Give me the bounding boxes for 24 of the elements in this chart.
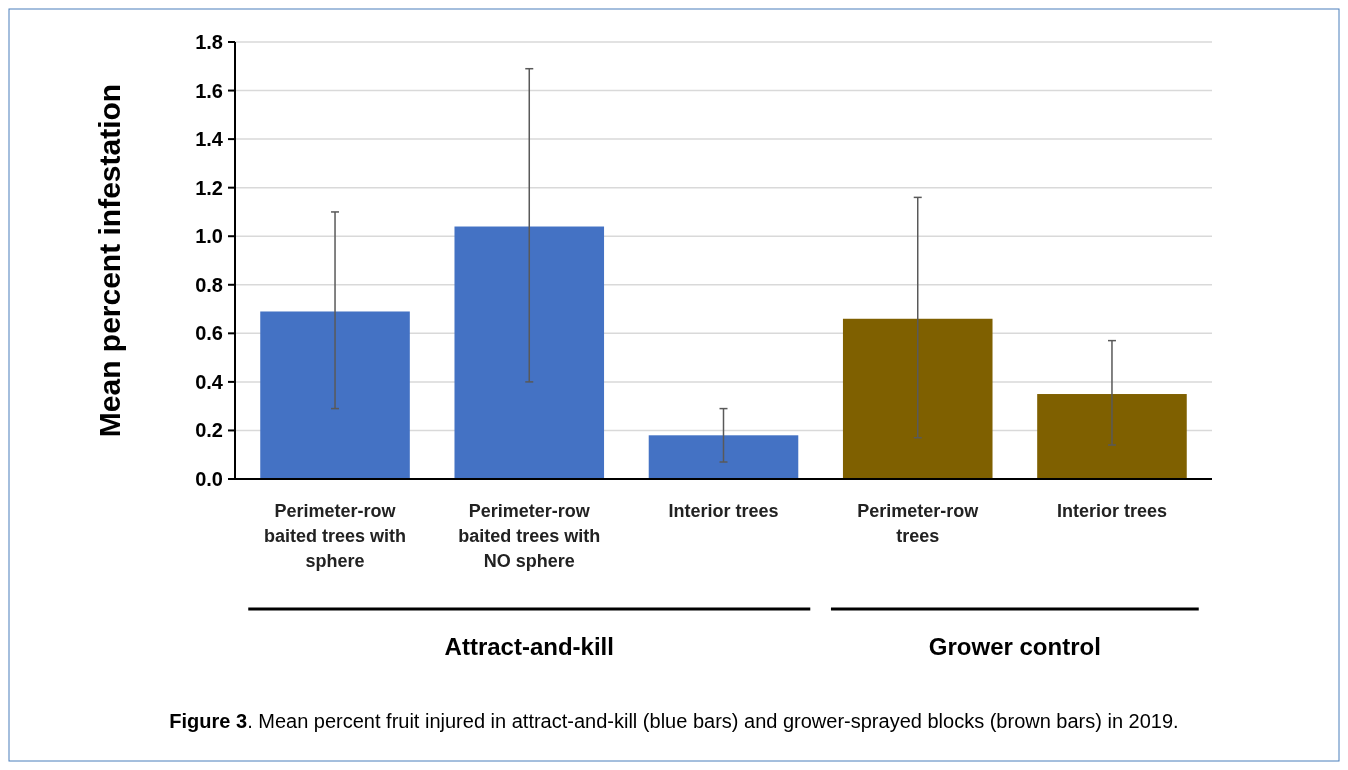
y-tick-label: 1.8 xyxy=(195,31,223,53)
y-tick-label: 1.2 xyxy=(195,176,223,199)
y-axis-title: Mean percent infestation xyxy=(93,83,126,438)
text: Grower control xyxy=(928,633,1101,660)
y-tick-label: 1.0 xyxy=(195,225,223,248)
y-tick-label: 0.6 xyxy=(195,322,223,345)
y-tick-label: 0.2 xyxy=(195,419,223,442)
text: Attract-and-kill xyxy=(444,633,614,660)
bar xyxy=(1037,394,1187,479)
x-tick-label: Perimeter-row trees xyxy=(857,501,980,546)
bar xyxy=(842,318,993,479)
caption: Figure 3. Mean percent fruit injured in attract-and-kill (blue bars) and grower-sprayed blocks (brown bars) in 2019. xyxy=(169,710,1179,732)
y-tick-label: 1.4 xyxy=(195,128,224,151)
x-tick-label: Interior trees xyxy=(668,501,779,521)
y-tick-label: 1.6 xyxy=(195,79,223,102)
x-tick-label: Perimeter-row baited trees with sphere xyxy=(264,501,407,571)
x-tick-label: Interior trees xyxy=(1056,501,1167,521)
y-tick-label: 0.0 xyxy=(195,468,223,490)
x-tick-label: Perimeter-row baited trees with NO sphere xyxy=(458,501,601,571)
bar xyxy=(648,435,799,479)
y-tick-label: 0.4 xyxy=(195,370,224,393)
bar xyxy=(454,226,605,479)
y-tick-label: 0.8 xyxy=(195,273,223,296)
bar xyxy=(260,311,410,479)
